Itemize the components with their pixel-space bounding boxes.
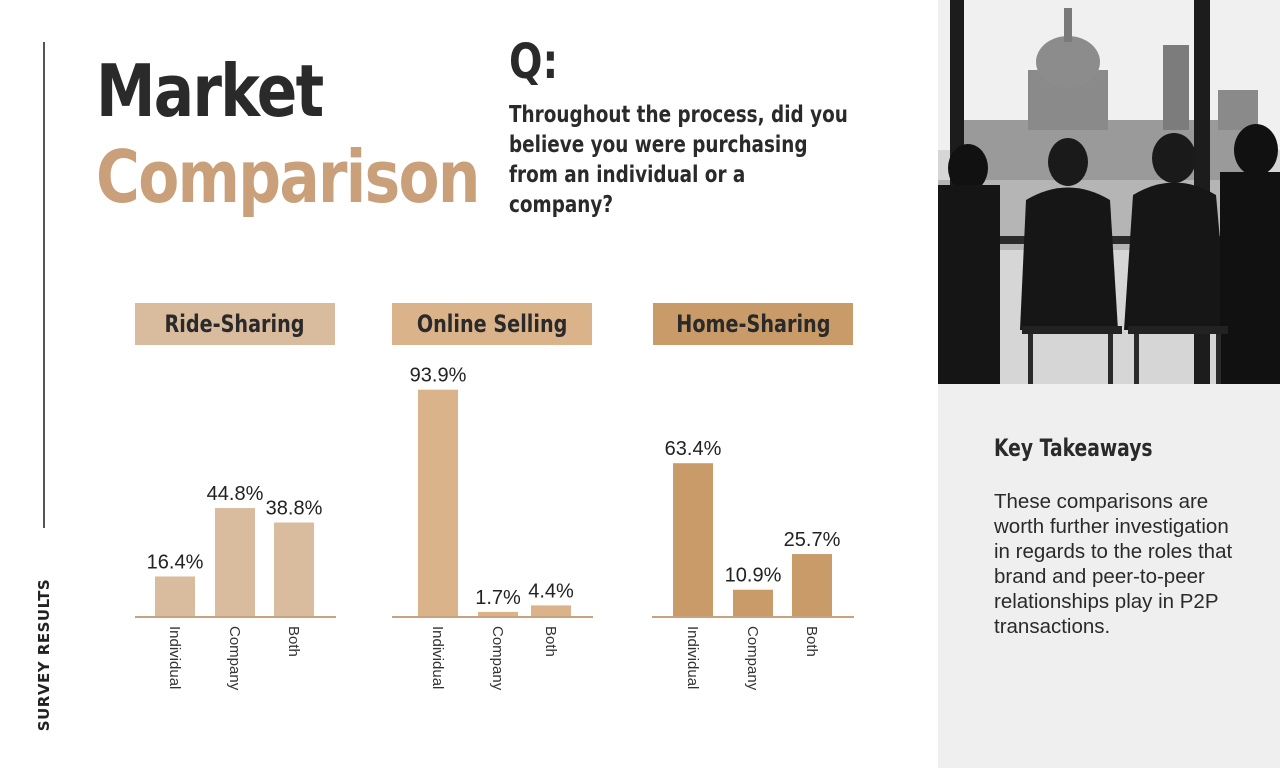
chart-2-tick-label-individual: Individual (684, 626, 701, 689)
chart-2-tick-label-both: Both (803, 626, 820, 657)
chart-2-bar-company (733, 589, 773, 616)
page-title: Market Comparison (96, 48, 480, 220)
bar-charts: 16.4% Individual 44.8% Company 38.8% Both 93.9… (135, 365, 854, 691)
chart-0-tick-label-company: Company (226, 626, 243, 691)
chart-2-data-label-individual: 63.4% (665, 438, 722, 460)
ride-sharing-header: Ride-Sharing (135, 303, 335, 345)
chart-1-bar-individual (418, 389, 458, 616)
key-takeaways-body: These comparisons are worth further inve… (994, 490, 1233, 638)
vertical-divider-line (43, 42, 45, 528)
chart-1-tick-label-company: Company (489, 626, 506, 691)
chart-0-data-label-company: 44.8% (207, 483, 264, 505)
chart-2-tick-label-company: Company (744, 626, 761, 691)
chart-0-tick-label-both: Both (285, 626, 302, 657)
home-sharing-header: Home-Sharing (653, 303, 853, 345)
survey-question: Throughout the process, did you believe … (509, 102, 848, 218)
title-line-market: Market (96, 49, 324, 133)
question-mark-heading: Q: (509, 34, 559, 90)
audience-silhouette-photo (938, 0, 1280, 384)
chart-1-tick-label-both: Both (542, 626, 559, 657)
title-line-comparison: Comparison (96, 135, 480, 219)
chart-0-bar-individual (155, 576, 195, 616)
key-takeaways-title: Key Takeaways (994, 434, 1153, 462)
online-selling-title: Online Selling (416, 310, 568, 338)
chart-1-data-label-company: 1.7% (475, 587, 521, 609)
chart-0-tick-label-individual: Individual (166, 626, 183, 689)
chart-2-bar-individual (673, 463, 713, 616)
chart-1-data-label-individual: 93.9% (410, 365, 467, 387)
chart-0-data-label-both: 38.8% (266, 497, 323, 519)
chart-1-bar-both (531, 605, 571, 616)
chart-2-data-label-company: 10.9% (725, 565, 782, 587)
chart-2-data-label-both: 25.7% (784, 529, 841, 551)
online-selling-header: Online Selling (392, 303, 592, 345)
chart-0-bar-company (215, 508, 255, 616)
key-takeaways-panel: Key Takeaways These comparisons are wort… (938, 384, 1280, 768)
chart-1-tick-label-individual: Individual (429, 626, 446, 689)
chart-2-bar-both (792, 554, 832, 616)
chart-0-data-label-individual: 16.4% (147, 551, 204, 573)
ride-sharing-title: Ride-Sharing (164, 310, 306, 338)
chart-0-bar-both (274, 522, 314, 616)
chart-1-data-label-both: 4.4% (528, 580, 574, 602)
chart-1-bar-company (478, 611, 518, 616)
home-sharing-title: Home-Sharing (675, 310, 831, 338)
